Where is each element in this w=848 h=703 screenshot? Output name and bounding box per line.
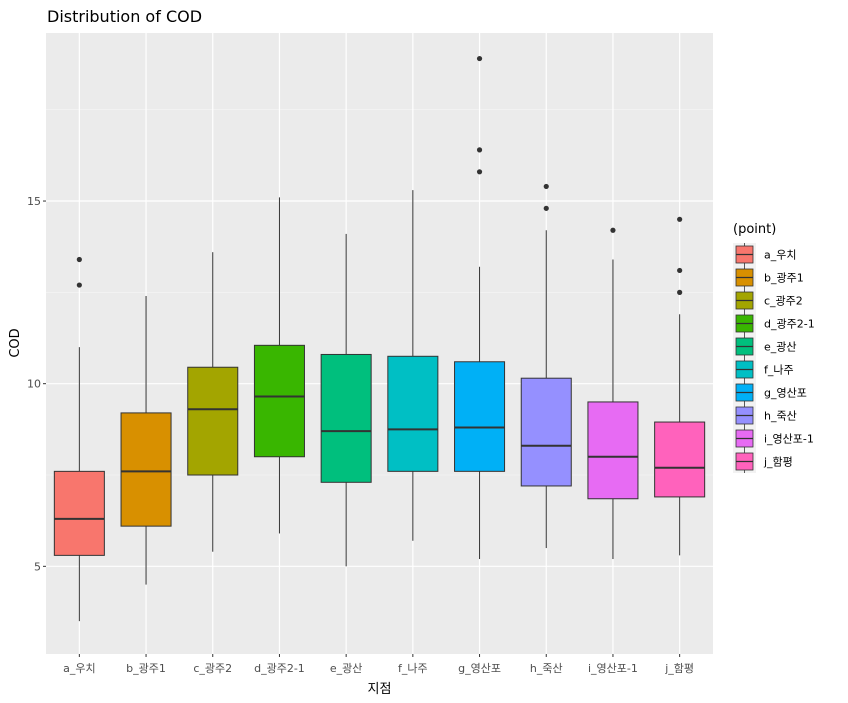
box-group-10 — [654, 216, 706, 556]
x-tick-label: j_함평 — [664, 662, 694, 675]
box-group-3 — [187, 252, 239, 552]
x-tick-label: g_영산포 — [458, 662, 501, 675]
x-axis-ticks: a_우치 b_광주1 c_광주2 d_광주2-1 e_광산 f_나주 g_영산포 h_죽산 i_… — [63, 654, 694, 675]
box — [387, 355, 439, 472]
x-axis-title: 지점 — [368, 682, 392, 697]
y-axis-title: COD — [8, 328, 23, 357]
outlier-point — [543, 183, 549, 190]
box-group-1 — [53, 256, 105, 622]
outlier-point — [76, 256, 82, 263]
box — [654, 421, 706, 498]
box-group-4 — [253, 197, 305, 534]
box — [587, 401, 639, 500]
outlier-point — [610, 227, 616, 233]
outlier-point — [543, 205, 549, 211]
box-group-6 — [387, 190, 439, 541]
outlier-point — [677, 216, 683, 222]
legend-label: j_함평 — [763, 456, 793, 469]
y-axis-ticks: 5 10 15 — [27, 195, 46, 573]
box-group-5 — [320, 233, 372, 567]
legend-label: a_우치 — [764, 249, 796, 262]
boxes — [53, 55, 706, 622]
legend-label: b_광주1 — [764, 272, 804, 285]
box — [320, 353, 372, 483]
box — [520, 377, 572, 487]
x-tick-label: i_영산포-1 — [588, 662, 638, 675]
outlier-point — [476, 147, 483, 153]
legend-label: h_죽산 — [764, 410, 797, 423]
box — [454, 361, 506, 472]
outlier-point — [476, 55, 483, 62]
x-tick-label: d_광주2-1 — [254, 662, 305, 675]
legend-label: c_광주2 — [764, 295, 803, 308]
box-group-8 — [520, 183, 572, 549]
y-tick-label: 10 — [27, 378, 41, 391]
outlier-point — [76, 282, 82, 288]
legend-label: i_영산포-1 — [764, 433, 814, 446]
box — [120, 412, 172, 527]
box — [53, 470, 105, 556]
outlier-point — [677, 289, 683, 295]
box — [253, 344, 305, 458]
x-tick-label: c_광주2 — [193, 662, 232, 675]
legend-label: d_광주2-1 — [764, 318, 815, 331]
chart-title: Distribution of COD — [47, 7, 202, 26]
x-tick-label: f_나주 — [398, 662, 428, 675]
legend: (point) a_우치 b_광주1 c_광주2 d_광주2-1 e_광산 f_나주 g_영… — [733, 222, 815, 473]
x-tick-label: a_우치 — [63, 662, 95, 675]
legend-label: g_영산포 — [764, 387, 807, 400]
legend-title: (point) — [733, 222, 776, 237]
legend-label: f_나주 — [764, 364, 794, 377]
x-tick-label: e_광산 — [330, 662, 363, 675]
box-group-9 — [587, 227, 639, 560]
outlier-point — [476, 169, 483, 175]
outlier-point — [677, 267, 683, 274]
box-group-7 — [454, 55, 506, 560]
box — [187, 366, 239, 476]
legend-label: e_광산 — [764, 341, 797, 354]
y-tick-label: 15 — [27, 195, 41, 208]
x-tick-label: h_죽산 — [530, 662, 563, 675]
y-tick-label: 5 — [34, 560, 41, 573]
x-tick-label: b_광주1 — [126, 662, 166, 675]
box-group-2 — [120, 296, 172, 585]
plot-panel — [46, 33, 713, 654]
